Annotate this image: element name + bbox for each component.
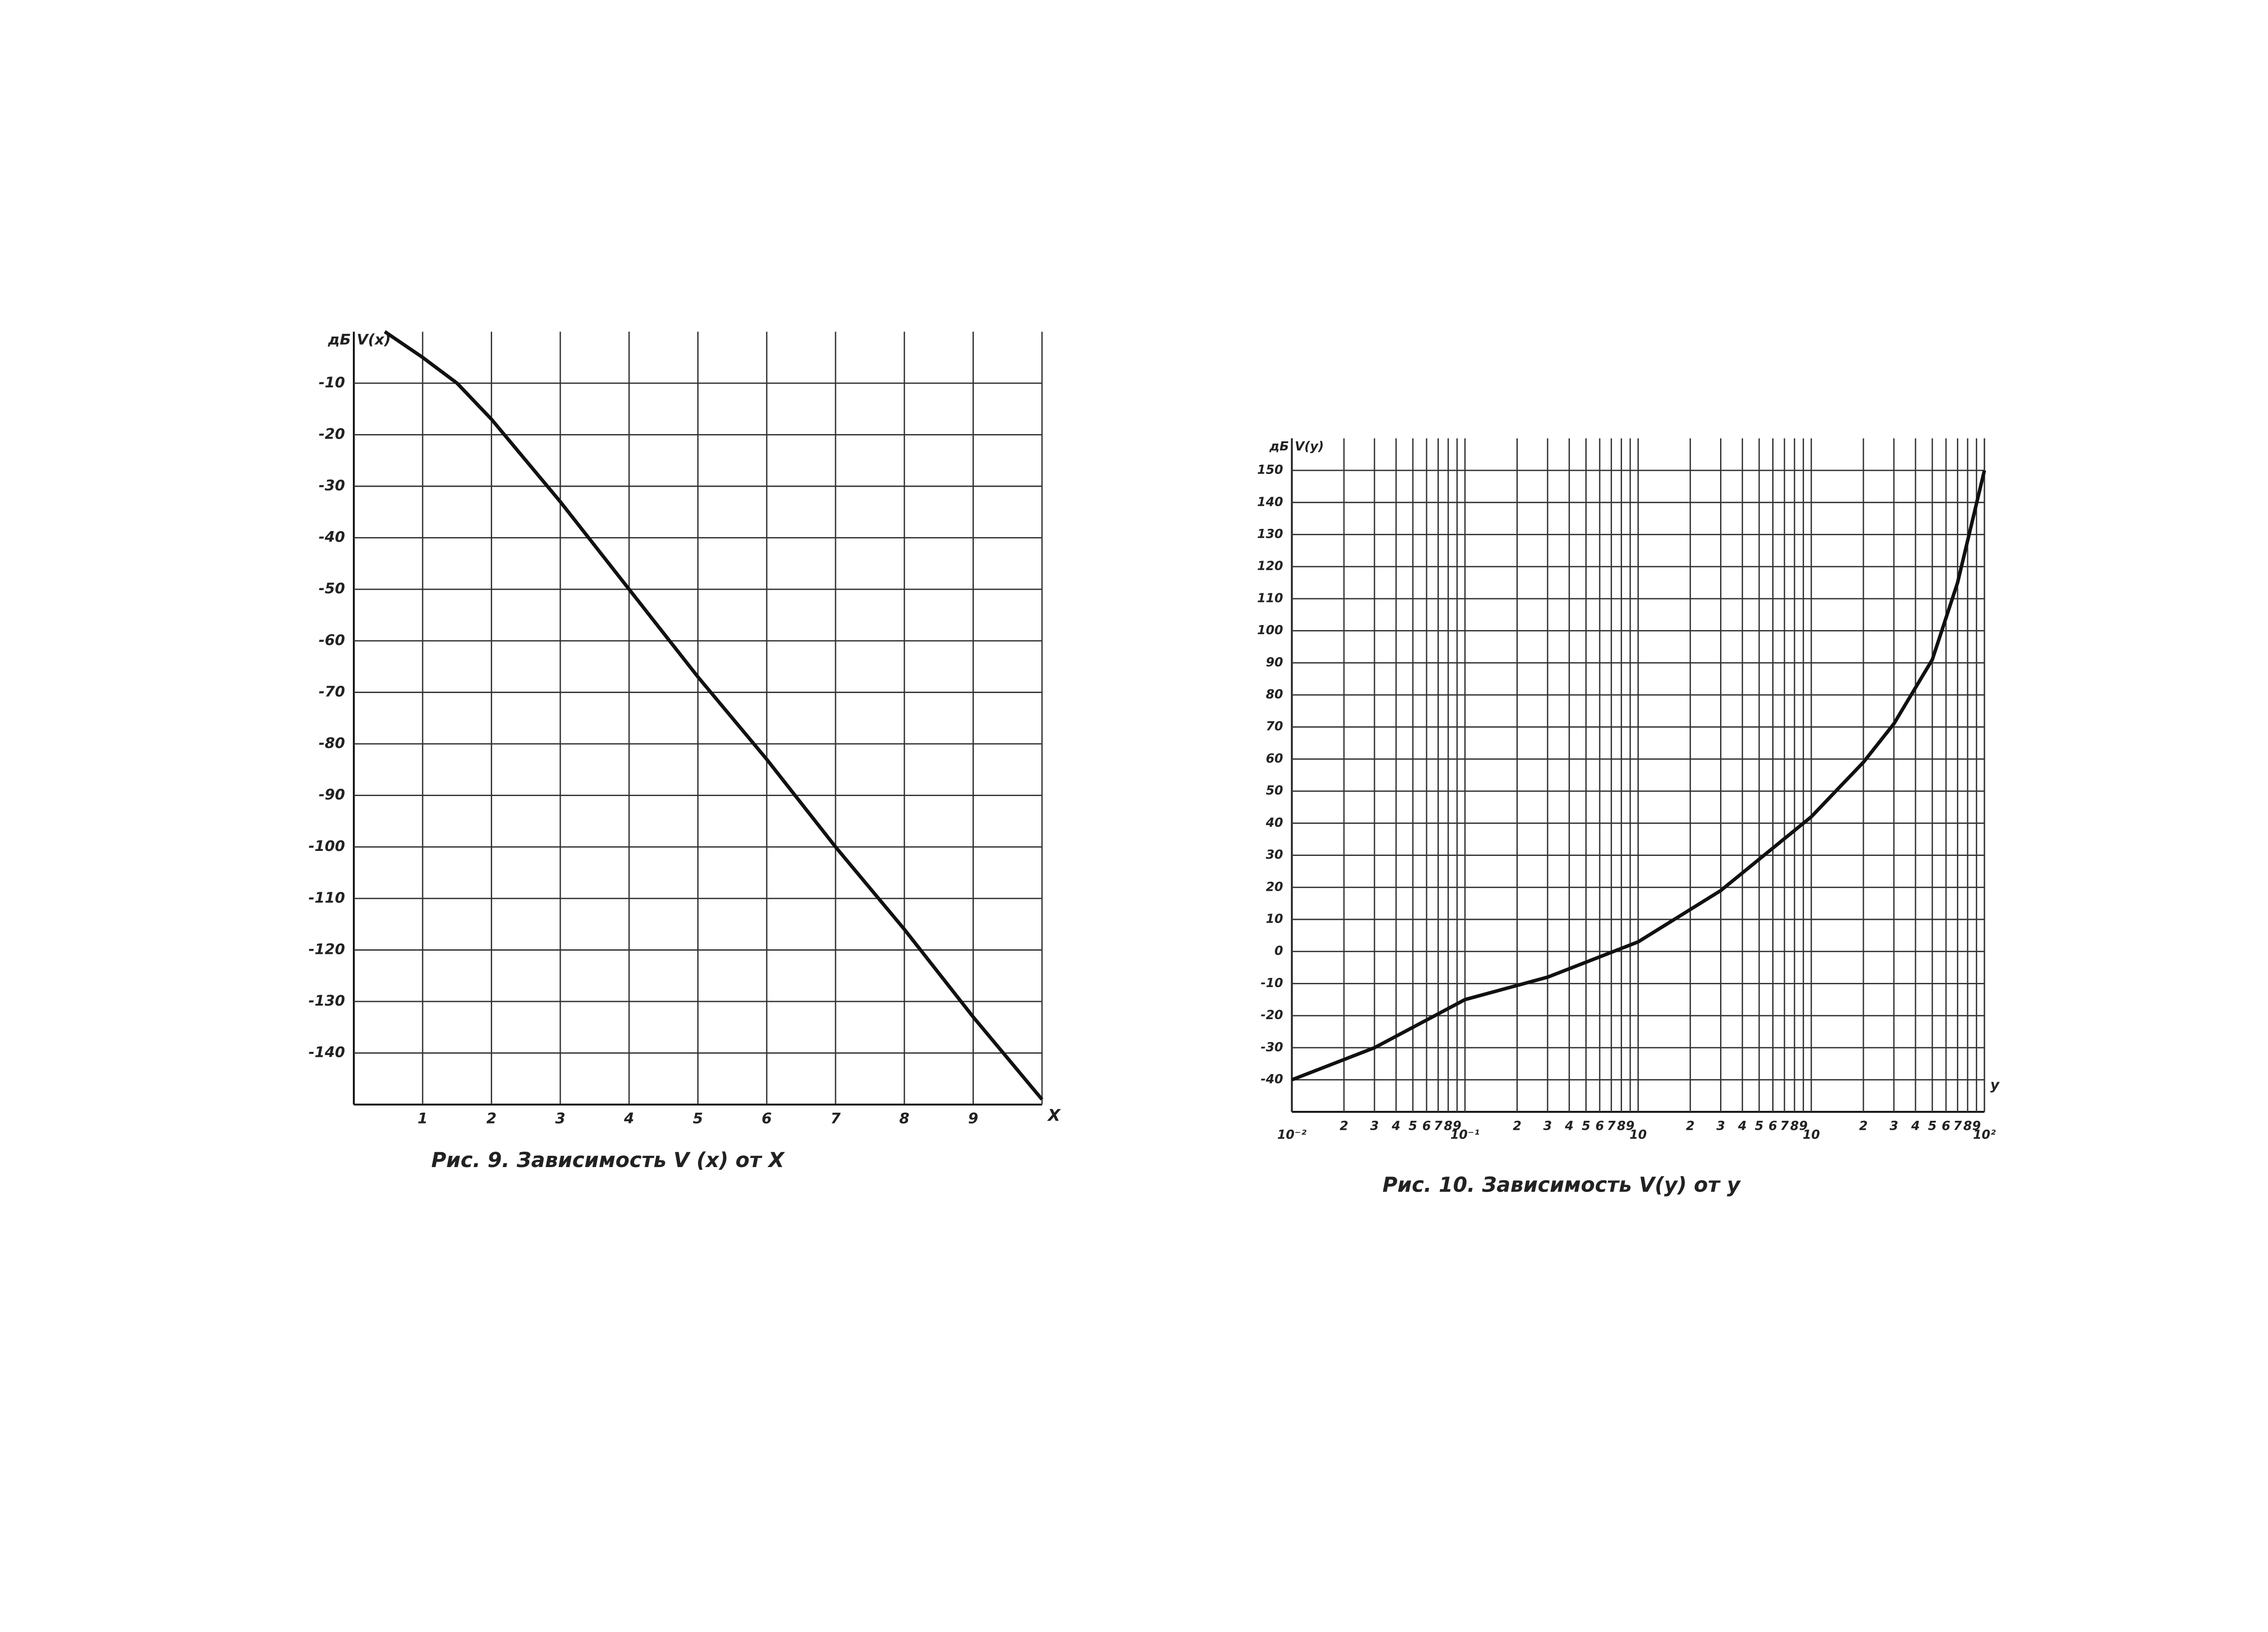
x-tick-label: 7	[1780, 1119, 1789, 1133]
x-tick-label: 10²	[1973, 1128, 1996, 1142]
data-line	[1291, 470, 1986, 1082]
x-tick-label: 9	[1453, 1119, 1461, 1133]
y-unit: дБ	[1269, 440, 1289, 454]
y-tick-label: -110	[308, 889, 345, 906]
x-tick-label: 7	[1434, 1119, 1442, 1133]
x-tick-label: 8	[1790, 1119, 1799, 1133]
y-tick-label: 40	[1266, 816, 1283, 830]
y-tick-label: 20	[1266, 880, 1283, 894]
y-tick-label: -30	[1261, 1040, 1283, 1054]
x-tick-label: 4	[1911, 1119, 1920, 1133]
y-tick-label: -80	[319, 734, 345, 752]
y-tick-label: -60	[319, 631, 345, 649]
x-tick-label: 2	[486, 1109, 496, 1127]
x-tick-label: 4	[624, 1109, 634, 1127]
x-tick-label: 3	[1716, 1119, 1725, 1133]
y-tick-label: 90	[1266, 655, 1283, 669]
y-tick-label: 130	[1257, 527, 1283, 541]
y-tick-label: -10	[1261, 976, 1283, 990]
y-tick-label: 30	[1266, 848, 1283, 862]
y-axis-label: V(y)	[1295, 440, 1324, 454]
x-tick-label: 4	[1391, 1119, 1400, 1133]
y-tick-label: 10	[1266, 912, 1283, 926]
x-tick-label: 8	[1617, 1119, 1626, 1133]
data-line	[384, 330, 1044, 1101]
x-tick-label: 3	[555, 1109, 565, 1127]
y-tick-label: 70	[1266, 719, 1283, 733]
x-tick-label: 7	[1607, 1119, 1616, 1133]
y-tick-label: -10	[319, 374, 345, 391]
x-tick-label: 2	[1513, 1119, 1521, 1133]
x-tick-label: 3	[1890, 1119, 1898, 1133]
y-tick-label: -130	[308, 992, 345, 1009]
y-tick-label: 100	[1257, 623, 1283, 637]
y-tick-label: 50	[1266, 784, 1283, 798]
x-tick-label: 9	[1799, 1119, 1808, 1133]
y-tick-label: -40	[1261, 1072, 1283, 1086]
x-axis-label: X	[1047, 1106, 1061, 1125]
x-tick-label: 6	[1942, 1119, 1950, 1133]
x-tick-label: 10	[1629, 1128, 1647, 1142]
x-tick-label: 4	[1738, 1119, 1747, 1133]
x-tick-label: 1	[418, 1109, 428, 1127]
x-tick-label: 9	[1972, 1119, 1981, 1133]
x-tick-label: 2	[1859, 1119, 1867, 1133]
x-tick-label: 3	[1370, 1119, 1379, 1133]
y-tick-label: -50	[319, 580, 345, 597]
x-tick-label: 6	[1769, 1119, 1777, 1133]
y-tick-label: -140	[308, 1044, 345, 1061]
caption: Рис. 9. Зависимость V (x) от X	[431, 1148, 785, 1172]
y-unit: дБ	[327, 331, 351, 348]
x-tick-label: 7	[1953, 1119, 1962, 1133]
x-tick-label: 5	[1755, 1119, 1764, 1133]
y-tick-label: 110	[1257, 591, 1283, 605]
y-tick-label: 0	[1275, 944, 1283, 958]
y-tick-label: 120	[1257, 559, 1283, 573]
x-tick-label: 10⁻¹	[1450, 1128, 1480, 1142]
x-tick-label: 5	[1408, 1119, 1417, 1133]
x-tick-label: 5	[693, 1109, 703, 1127]
x-tick-label: 6	[1422, 1119, 1431, 1133]
x-tick-label: 5	[1928, 1119, 1936, 1133]
x-tick-label: 7	[831, 1109, 841, 1127]
x-tick-label: 8	[1963, 1119, 1972, 1133]
x-axis-label: y	[1990, 1077, 2000, 1093]
x-tick-label: 9	[1626, 1119, 1634, 1133]
x-tick-label: 6	[762, 1109, 772, 1127]
y-tick-label: -20	[1261, 1008, 1283, 1022]
y-tick-label: -100	[308, 837, 345, 855]
x-tick-label: 2	[1686, 1119, 1695, 1133]
y-tick-label: -90	[319, 786, 345, 803]
x-tick-label: 10⁻²	[1277, 1128, 1307, 1142]
x-tick-label: 10	[1803, 1128, 1820, 1142]
x-tick-label: 9	[968, 1109, 978, 1127]
x-tick-label: 3	[1543, 1119, 1552, 1133]
caption: Рис. 10. Зависимость V(y) от y	[1383, 1173, 1741, 1197]
y-tick-label: -30	[319, 477, 345, 494]
y-tick-label: -120	[308, 940, 345, 958]
x-tick-label: 8	[899, 1109, 909, 1127]
y-tick-label: 140	[1257, 495, 1283, 509]
x-tick-label: 5	[1582, 1119, 1590, 1133]
x-tick-label: 2	[1339, 1119, 1348, 1133]
y-tick-label: -40	[319, 528, 345, 546]
y-tick-label: -70	[319, 683, 345, 700]
x-tick-label: 8	[1444, 1119, 1452, 1133]
y-tick-label: 150	[1257, 463, 1283, 477]
x-tick-label: 6	[1595, 1119, 1604, 1133]
y-tick-label: -20	[319, 425, 345, 442]
y-tick-label: 60	[1266, 752, 1283, 766]
x-tick-label: 4	[1564, 1119, 1574, 1133]
y-tick-label: 80	[1266, 688, 1283, 702]
